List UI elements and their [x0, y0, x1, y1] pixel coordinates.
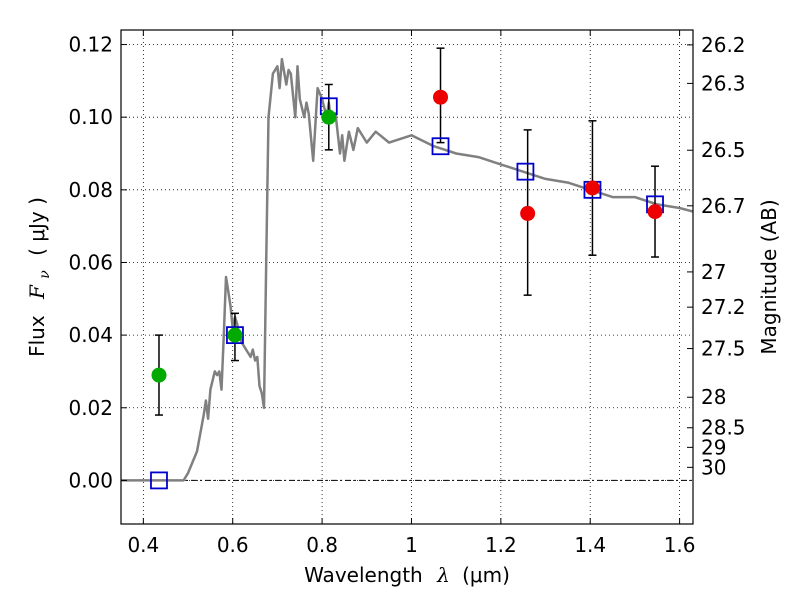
y-tick-label: 0.04	[68, 323, 113, 347]
magnitude-tick-label: 28	[701, 385, 726, 409]
x-axis-label-text: Wavelength	[304, 563, 423, 587]
grid-layer	[121, 30, 693, 524]
magnitude-tick-label: 26.7	[701, 194, 746, 218]
magnitude-tick-label: 26.5	[701, 138, 746, 162]
x-axis-label-unit: (μm)	[462, 563, 510, 587]
series-layer	[121, 47, 694, 490]
y-tick-label: 0.10	[68, 105, 113, 129]
model-flux-square	[431, 137, 450, 156]
magnitude-tick-label: 26.2	[701, 33, 746, 57]
observed-flux-point	[520, 205, 536, 221]
sed-model-line	[121, 57, 694, 482]
model-flux-square	[226, 326, 244, 345]
observed-flux-point	[647, 204, 663, 220]
y-axis-label-symbol: F	[25, 284, 49, 300]
model-flux-square	[150, 471, 168, 490]
ticks-layer: 0.4 0.6 0.8 1 1.2 1.4 1.6 0.00 0.02 0.04 0.06 0.08 0…	[68, 30, 746, 557]
y-tick-label: 0.06	[68, 250, 113, 274]
magnitude-tick-label: 28.5	[701, 416, 746, 440]
y-tick-label: 0.00	[68, 468, 113, 492]
magnitude-axis-label: Magnitude (AB)	[757, 199, 781, 354]
x-tick-label: 0.4	[127, 533, 159, 557]
observed-flux-point	[227, 327, 243, 343]
y-tick-label: 0.08	[68, 178, 113, 202]
y-tick-label: 0.12	[68, 33, 113, 57]
magnitude-tick-label: 30	[701, 455, 726, 479]
plot-frame	[120, 29, 694, 525]
observed-flux-point	[321, 109, 337, 125]
x-tick-label: 1.6	[664, 533, 696, 557]
x-tick-label: 0.6	[217, 533, 249, 557]
observed-flux-point	[433, 89, 449, 105]
magnitude-tick-label: 26.3	[701, 71, 746, 95]
magnitude-tick-label: 27.5	[701, 337, 746, 361]
y-axis-label: Flux F ν ( μJy )	[25, 197, 54, 357]
observed-flux-point	[584, 180, 600, 196]
y-axis-label-unit: ( μJy )	[25, 197, 49, 256]
observed-flux-point	[151, 367, 167, 383]
magnitude-tick-label: 29	[701, 435, 726, 459]
x-tick-label: 1.4	[574, 533, 606, 557]
model-flux-square	[516, 162, 535, 181]
y-tick-label: 0.02	[68, 396, 113, 420]
magnitude-tick-label: 27.2	[701, 295, 746, 319]
magnitude-tick-label: 27	[701, 260, 726, 284]
x-axis-label: Wavelength λ (μm)	[304, 563, 510, 587]
x-axis-label-symbol: λ	[436, 563, 450, 587]
x-tick-label: 1	[405, 533, 418, 557]
y-axis-label-text: Flux	[25, 315, 49, 357]
x-tick-label: 1.2	[485, 533, 517, 557]
y-axis-label-subscript: ν	[37, 270, 53, 279]
x-tick-label: 0.8	[306, 533, 338, 557]
